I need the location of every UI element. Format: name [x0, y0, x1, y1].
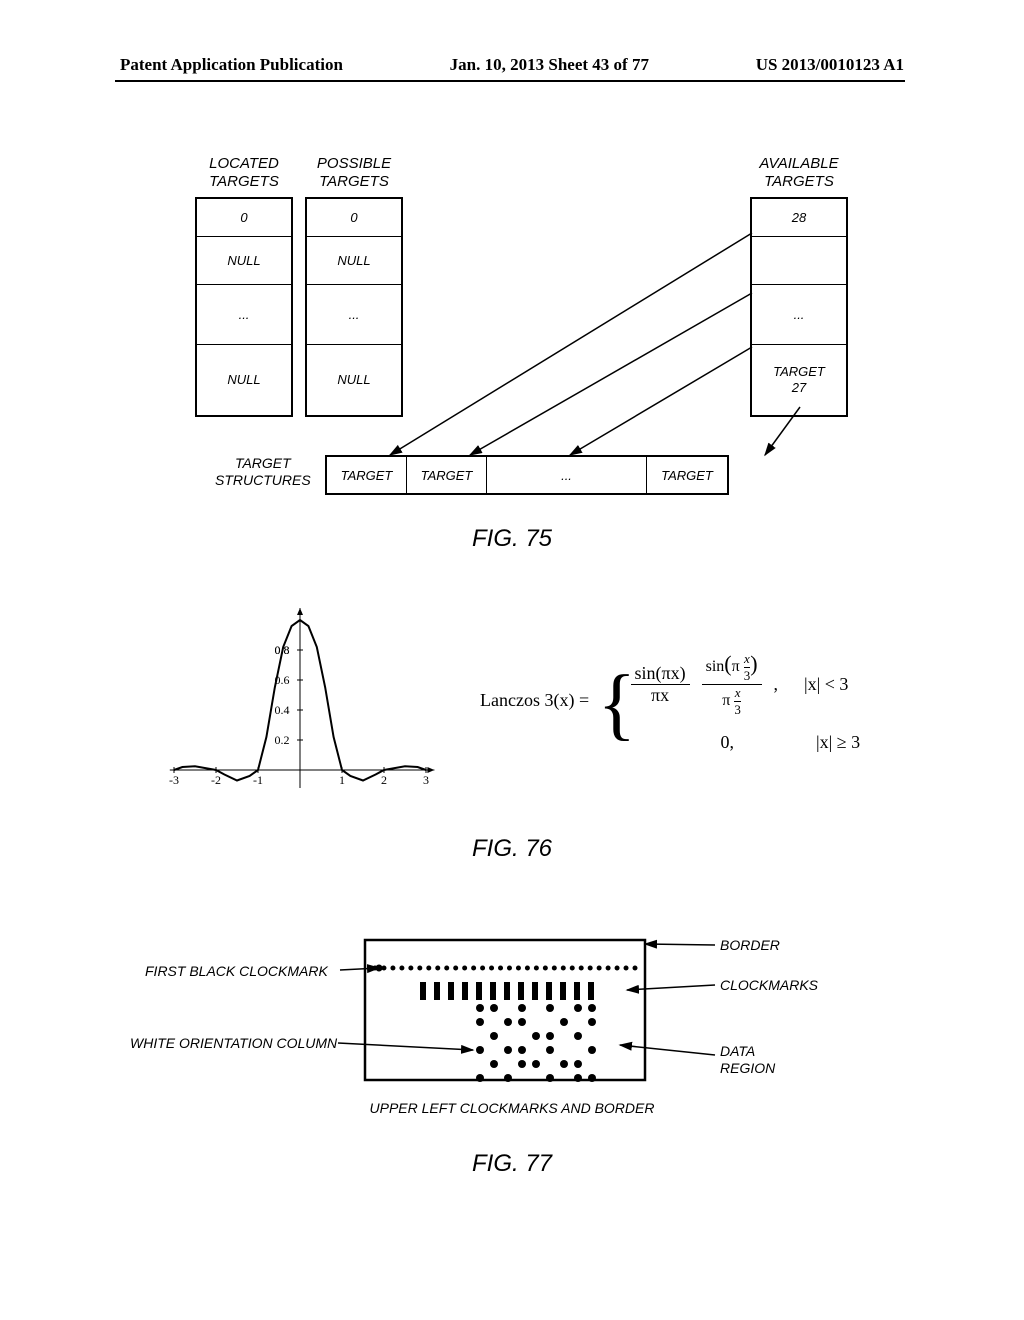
first-black-clockmark-label: FIRST BLACK CLOCKMARK [145, 963, 328, 979]
svg-text:3: 3 [423, 773, 429, 787]
fig75-label: FIG. 75 [0, 525, 1024, 553]
fig77-diagram [0, 925, 1024, 1125]
lanczos-formula: Lanczos 3(x) = { sin(πx) πx sin(π x3) π … [480, 635, 860, 753]
formula-cond1: |x| < 3 [804, 674, 848, 695]
svg-text:-3: -3 [169, 773, 179, 787]
page-header: Patent Application Publication Jan. 10, … [0, 55, 1024, 75]
target-cell: ... [487, 457, 647, 493]
data-region-label: DATA REGION [720, 1043, 775, 1077]
target-structures-label: TARGET STRUCTURES [215, 455, 311, 489]
formula-name: Lanczos 3(x) = [480, 690, 589, 710]
fig75-arrows [0, 155, 1024, 505]
fig76-label: FIG. 76 [0, 835, 1024, 863]
formula-den1: πx [631, 685, 690, 706]
border-label: BORDER [720, 937, 780, 953]
formula-cond2: |x| ≥ 3 [816, 732, 860, 753]
header-center: Jan. 10, 2013 Sheet 43 of 77 [450, 55, 649, 75]
formula-num1: sin(πx) [631, 663, 690, 685]
svg-text:2: 2 [381, 773, 387, 787]
formula-val2: 0, [721, 732, 735, 753]
clockmarks-label: CLOCKMARKS [720, 977, 818, 993]
svg-text:1: 1 [339, 773, 345, 787]
fig77-caption: UPPER LEFT CLOCKMARKS AND BORDER [0, 1100, 1024, 1116]
target-cell: TARGET [407, 457, 487, 493]
header-rule [115, 80, 905, 82]
fig77-label: FIG. 77 [0, 1150, 1024, 1178]
svg-text:-2: -2 [211, 773, 221, 787]
svg-text:0.4: 0.4 [275, 703, 290, 717]
header-right: US 2013/0010123 A1 [756, 55, 904, 75]
svg-text:0.2: 0.2 [275, 733, 290, 747]
target-cell: TARGET [327, 457, 407, 493]
target-row: TARGETTARGET...TARGET [325, 455, 729, 495]
svg-text:-1: -1 [253, 773, 263, 787]
white-orientation-label: WHITE ORIENTATION COLUMN [130, 1035, 337, 1051]
target-cell: TARGET [647, 457, 727, 493]
header-left: Patent Application Publication [120, 55, 343, 75]
lanczos-chart: -3-2-11230.20.40.60.80.8 [150, 595, 450, 810]
